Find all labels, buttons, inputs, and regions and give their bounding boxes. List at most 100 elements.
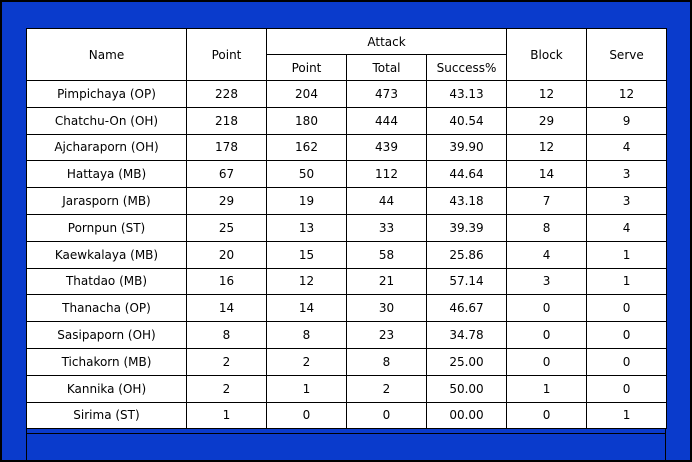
point-cell: 8 bbox=[186, 321, 267, 349]
player-name-cell: Thanacha (OP) bbox=[26, 294, 187, 323]
table-row: Pornpun (ST) 25 13 33 39.39 8 4 bbox=[26, 213, 668, 242]
table-row: Jarasporn (MB) 29 19 44 43.18 7 3 bbox=[26, 187, 668, 215]
block-cell: 14 bbox=[506, 160, 588, 189]
attack-total-cell: 444 bbox=[346, 106, 427, 135]
table-row: Tichakorn (MB) 2 2 8 25.00 0 0 bbox=[26, 347, 668, 376]
point-cell: 16 bbox=[186, 267, 267, 296]
serve-cell: 0 bbox=[586, 374, 668, 403]
attack-total-cell: 112 bbox=[346, 160, 427, 189]
attack-point-cell: 12 bbox=[266, 267, 347, 296]
attack-total-cell: 8 bbox=[346, 347, 427, 376]
attack-point-cell: 204 bbox=[266, 80, 347, 108]
player-name-cell: Pimpichaya (OP) bbox=[26, 80, 187, 108]
header-attack-success: Success% bbox=[425, 54, 508, 81]
attack-total-cell: 58 bbox=[346, 240, 427, 269]
block-cell: 1 bbox=[506, 374, 588, 403]
attack-total-cell: 30 bbox=[346, 294, 427, 323]
table-row: Thanacha (OP) 14 14 30 46.67 0 0 bbox=[26, 294, 668, 323]
block-cell: 8 bbox=[506, 213, 588, 242]
serve-cell: 1 bbox=[586, 267, 668, 296]
header-name: Name bbox=[26, 28, 187, 81]
success-percent-cell: 50.00 bbox=[425, 374, 508, 403]
attack-total-cell: 439 bbox=[346, 133, 427, 162]
stats-table: Name Point Attack Block Serve Point Tota… bbox=[26, 28, 668, 430]
attack-point-cell: 50 bbox=[266, 160, 347, 189]
success-percent-cell: 25.86 bbox=[425, 240, 508, 269]
block-cell: 4 bbox=[506, 240, 588, 269]
success-percent-cell: 44.64 bbox=[425, 160, 508, 189]
attack-point-cell: 15 bbox=[266, 240, 347, 269]
table-row: Sirima (ST) 1 0 0 00.00 0 1 bbox=[26, 401, 668, 430]
table-row: Sasipaporn (OH) 8 8 23 34.78 0 0 bbox=[26, 321, 668, 349]
header-serve: Serve bbox=[586, 28, 668, 81]
success-percent-cell: 39.39 bbox=[425, 213, 508, 242]
player-name-cell: Sirima (ST) bbox=[26, 401, 187, 430]
attack-total-cell: 0 bbox=[346, 401, 427, 430]
attack-total-cell: 473 bbox=[346, 80, 427, 108]
point-cell: 228 bbox=[186, 80, 267, 108]
player-name-cell: Pornpun (ST) bbox=[26, 213, 187, 242]
block-cell: 12 bbox=[506, 80, 588, 108]
attack-point-cell: 8 bbox=[266, 321, 347, 349]
attack-point-cell: 19 bbox=[266, 187, 347, 215]
header-attack-point: Point bbox=[266, 54, 347, 81]
point-cell: 2 bbox=[186, 374, 267, 403]
attack-total-cell: 2 bbox=[346, 374, 427, 403]
success-percent-cell: 25.00 bbox=[425, 347, 508, 376]
point-cell: 25 bbox=[186, 213, 267, 242]
serve-cell: 0 bbox=[586, 347, 668, 376]
header-row-bottom: Point Total Success% bbox=[27, 54, 667, 81]
attack-point-cell: 180 bbox=[266, 106, 347, 135]
player-name-cell: Tichakorn (MB) bbox=[26, 347, 187, 376]
attack-total-cell: 33 bbox=[346, 213, 427, 242]
point-cell: 67 bbox=[186, 160, 267, 189]
block-cell: 0 bbox=[506, 321, 588, 349]
player-name-cell: Thatdao (MB) bbox=[26, 267, 187, 296]
table-row: Thatdao (MB) 16 12 21 57.14 3 1 bbox=[26, 267, 668, 296]
header-attack-total: Total bbox=[346, 54, 427, 81]
player-name-cell: Kaewkalaya (MB) bbox=[26, 240, 187, 269]
player-name-cell: Jarasporn (MB) bbox=[26, 187, 187, 215]
success-percent-cell: 46.67 bbox=[425, 294, 508, 323]
serve-cell: 12 bbox=[586, 80, 668, 108]
attack-total-cell: 23 bbox=[346, 321, 427, 349]
header-row-top: Name Point Attack Block Serve bbox=[26, 28, 668, 81]
block-cell: 0 bbox=[506, 347, 588, 376]
player-name-cell: Sasipaporn (OH) bbox=[26, 321, 187, 349]
table-row: Ajcharaporn (OH) 178 162 439 39.90 12 4 bbox=[26, 133, 668, 162]
table-row: Chatchu-On (OH) 218 180 444 40.54 29 9 bbox=[26, 106, 668, 135]
serve-cell: 1 bbox=[586, 401, 668, 430]
player-name-cell: Ajcharaporn (OH) bbox=[26, 133, 187, 162]
block-cell: 12 bbox=[506, 133, 588, 162]
serve-cell: 4 bbox=[586, 133, 668, 162]
block-cell: 7 bbox=[506, 187, 588, 215]
attack-point-cell: 14 bbox=[266, 294, 347, 323]
serve-cell: 3 bbox=[586, 187, 668, 215]
success-percent-cell: 39.90 bbox=[425, 133, 508, 162]
serve-cell: 0 bbox=[586, 321, 668, 349]
success-percent-cell: 34.78 bbox=[425, 321, 508, 349]
success-percent-cell: 43.13 bbox=[425, 80, 508, 108]
header-point: Point bbox=[186, 28, 267, 81]
attack-total-cell: 21 bbox=[346, 267, 427, 296]
success-percent-cell: 40.54 bbox=[425, 106, 508, 135]
player-name-cell: Kannika (OH) bbox=[26, 374, 187, 403]
point-cell: 1 bbox=[186, 401, 267, 430]
block-cell: 29 bbox=[506, 106, 588, 135]
serve-cell: 9 bbox=[586, 106, 668, 135]
serve-cell: 1 bbox=[586, 240, 668, 269]
table-row: Kannika (OH) 2 1 2 50.00 1 0 bbox=[26, 374, 668, 403]
serve-cell: 3 bbox=[586, 160, 668, 189]
attack-point-cell: 162 bbox=[266, 133, 347, 162]
success-percent-cell: 43.18 bbox=[425, 187, 508, 215]
block-cell: 0 bbox=[506, 294, 588, 323]
attack-point-cell: 2 bbox=[266, 347, 347, 376]
block-cell: 0 bbox=[506, 401, 588, 430]
point-cell: 14 bbox=[186, 294, 267, 323]
attack-point-cell: 13 bbox=[266, 213, 347, 242]
point-cell: 20 bbox=[186, 240, 267, 269]
table-row: Hattaya (MB) 67 50 112 44.64 14 3 bbox=[26, 160, 668, 189]
success-percent-cell: 00.00 bbox=[425, 401, 508, 430]
header-block: Block bbox=[506, 28, 588, 81]
attack-total-cell: 44 bbox=[346, 187, 427, 215]
